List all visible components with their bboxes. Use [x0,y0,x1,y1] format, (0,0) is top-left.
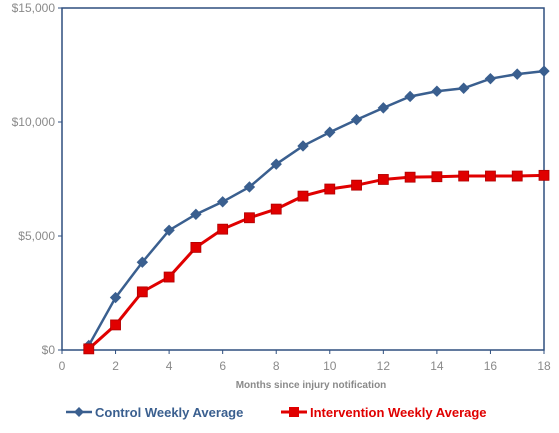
data-point [136,286,148,298]
data-point [457,82,470,94]
x-tick-label: 10 [323,359,337,373]
x-tick-label: 4 [166,359,173,373]
x-tick-label: 12 [377,359,391,373]
x-tick-label: 18 [537,359,551,373]
data-point [136,256,149,268]
data-point [270,203,282,215]
data-point [297,190,309,202]
data-point [538,65,550,77]
data-point [163,224,175,237]
y-tick-label: $5,000 [18,229,55,243]
data-point [351,179,362,191]
data-point [190,208,202,221]
data-point [404,90,416,103]
data-point [538,169,550,181]
y-tick-label: $15,000 [12,1,56,15]
x-tick-label: 6 [219,359,226,373]
x-axis-title: Months since injury notification [236,380,387,391]
data-point [404,171,416,183]
x-tick-label: 14 [430,359,444,373]
data-point [431,171,443,183]
data-point [109,291,122,304]
data-point [216,196,229,208]
data-point [431,85,443,97]
series-layer [83,65,550,355]
y-tick-label: $0 [42,343,56,357]
series-line [87,173,545,350]
series-control [83,65,550,352]
x-tick-label: 16 [484,359,498,373]
x-tick-label: 0 [59,359,66,373]
x-tick-label: 2 [112,359,119,373]
data-point [484,72,497,85]
data-point [244,212,255,224]
data-point [324,183,336,195]
data-point [511,170,523,182]
legend: Control Weekly Average Intervention Weekl… [66,405,487,420]
data-point [270,158,282,170]
plot-area [61,7,545,351]
data-point [163,271,175,283]
data-point [297,140,309,152]
series-intervention [83,169,550,355]
data-point [350,114,363,126]
legend-label: Intervention Weekly Average [310,405,487,420]
legend-item: Intervention Weekly Average [281,405,487,420]
legend-label: Control Weekly Average [95,405,243,420]
data-point [324,126,336,138]
y-axis-ticks: $0 $5,000 $10,000 $15,000 [12,1,62,357]
data-point [377,174,389,185]
data-point [83,343,95,355]
data-point [458,170,470,182]
data-point [217,223,229,235]
data-point [190,241,202,253]
data-point [377,102,390,114]
data-point [485,170,496,182]
data-point [110,319,121,331]
legend-marker [289,407,299,417]
legend-item: Control Weekly Average [66,405,243,420]
y-tick-label: $10,000 [12,115,56,129]
series-line [87,69,545,347]
data-point [511,68,523,80]
legend-marker [74,407,84,417]
x-axis-ticks: 0 2 4 6 8 10 12 14 16 18 [59,350,551,373]
plot-border [61,7,545,351]
x-tick-label: 8 [273,359,280,373]
data-point [243,181,256,193]
